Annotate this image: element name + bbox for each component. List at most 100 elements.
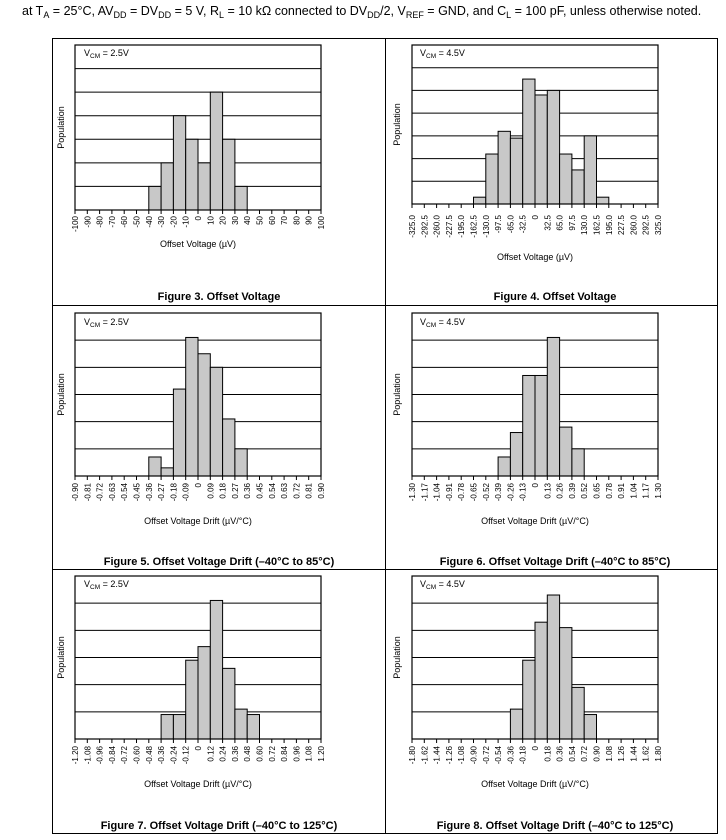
x-tick-label: -90 [83,215,92,227]
grid-divider-horizontal [52,305,718,306]
x-tick-label: 1.08 [605,745,614,761]
histogram-bar [559,627,573,740]
x-axis-label: Offset Voltage Drift (µV/°C) [481,516,589,526]
vcm-annotation: VCM = 2.5V [84,317,129,329]
histogram-bar [522,374,536,477]
y-axis-label: Population [56,106,66,149]
vcm-annotation: VCM = 4.5V [420,579,465,591]
histogram-bar [546,594,561,740]
figure-caption: Figure 7. Offset Voltage Drift (–40°C to… [101,820,338,832]
x-tick-label: 0.81 [305,482,314,498]
histogram-bar [509,708,524,740]
histogram-bar [222,138,236,211]
vcm-subscript: CM [90,322,100,329]
y-axis-label: Population [56,636,66,679]
x-tick-label: -130.0 [482,214,491,237]
x-tick-label: -0.12 [182,745,191,764]
x-axis-label: Offset Voltage Drift (µV/°C) [144,779,252,789]
x-tick-label: 0.63 [280,482,289,498]
x-tick-label: 1.17 [642,482,651,498]
x-tick-label: 0.54 [268,482,277,498]
vcm-symbol: V [420,579,426,589]
histogram-bar [522,659,536,740]
histogram-bar [534,621,548,740]
x-axis-label: Offset Voltage (µV) [160,239,236,249]
x-tick-label: 1.30 [654,482,663,498]
x-tick-label: 0.90 [593,745,602,761]
histogram-bar [571,686,585,740]
x-tick-label: -0.90 [71,482,80,501]
histogram-bar [559,153,573,205]
x-tick-label: 0.36 [243,482,252,498]
vcm-value: = 4.5V [436,579,465,589]
x-tick-label: -1.08 [457,745,466,764]
x-tick-label: 32.5 [543,214,552,230]
histogram-bar [222,418,236,477]
x-tick-label: 70 [280,215,289,224]
histogram-bar [571,448,585,477]
x-tick-label: -65.0 [506,214,515,233]
x-tick-label: -20 [169,215,178,227]
vcm-symbol: V [420,48,426,58]
x-tick-label: 1.62 [642,745,651,761]
histogram-bar [160,467,174,477]
x-tick-label: -32.5 [519,214,528,233]
y-axis-label: Population [56,373,66,416]
x-tick-label: 0.36 [556,745,565,761]
x-tick-label: -30 [157,215,166,227]
x-tick-label: -0.84 [108,745,117,764]
x-tick-label: -0.78 [457,482,466,501]
x-tick-label: 0.91 [617,482,626,498]
x-tick-label: -10 [182,215,191,227]
x-tick-label: -0.18 [519,745,528,764]
x-tick-label: 0 [194,215,203,220]
x-tick-label: -0.96 [96,745,105,764]
x-tick-label: 0.65 [593,482,602,498]
x-axis-label: Offset Voltage Drift (µV/°C) [481,779,589,789]
y-axis-label: Population [392,103,402,146]
vcm-subscript: CM [90,584,100,591]
x-tick-label: -0.72 [120,745,129,764]
x-tick-label: -325.0 [408,214,417,237]
x-tick-label: -60 [120,215,129,227]
histogram-bar [546,336,561,477]
x-tick-label: -0.39 [494,482,503,501]
x-tick-label: 195.0 [605,214,614,235]
x-tick-label: 0.12 [206,745,215,761]
x-tick-label: -0.65 [470,482,479,501]
x-tick-label: 0.78 [605,482,614,498]
x-tick-label: 1.80 [654,745,663,761]
x-tick-label: -0.52 [482,482,491,501]
vcm-annotation: VCM = 4.5V [420,48,465,60]
x-tick-label: -0.13 [519,482,528,501]
vcm-value: = 2.5V [100,48,129,58]
x-tick-label: -0.45 [133,482,142,501]
x-tick-label: 0.13 [543,482,552,498]
x-tick-label: -0.27 [157,482,166,501]
x-tick-label: 30 [231,215,240,224]
grid-divider-vertical [385,38,386,834]
y-axis-label: Population [392,636,402,679]
figure-caption: Figure 5. Offset Voltage Drift (–40°C to… [104,556,335,568]
x-tick-label: -40 [145,215,154,227]
histogram-bar [185,336,199,477]
x-tick-label: 0.52 [580,482,589,498]
x-tick-label: 0.09 [206,482,215,498]
x-tick-label: 0 [194,745,203,750]
histogram-bar [148,456,162,477]
x-tick-label: 1.26 [617,745,626,761]
x-tick-label: -80 [96,215,105,227]
x-tick-label: 90 [305,215,314,224]
histogram-bar [509,432,524,477]
x-tick-label: -1.20 [71,745,80,764]
x-tick-label: -292.5 [420,214,429,237]
histogram-bar [209,366,224,477]
x-tick-label: 0 [531,482,540,487]
x-tick-label: -0.09 [182,482,191,501]
x-axis-label: Offset Voltage (µV) [497,252,573,262]
figure-caption: Figure 6. Offset Voltage Drift (–40°C to… [440,556,671,568]
x-tick-label: -0.72 [482,745,491,764]
histogram-bar [148,185,162,211]
histogram-bar [197,353,211,477]
histogram-bar [160,162,174,211]
